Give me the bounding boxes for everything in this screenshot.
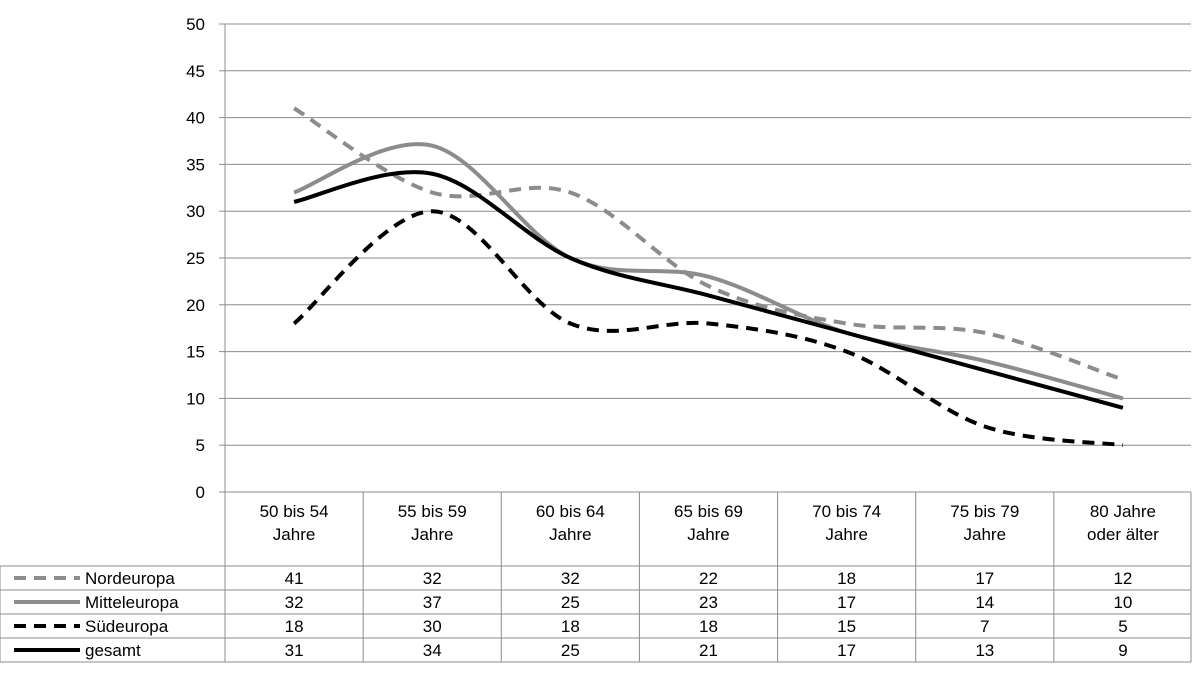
series-lines — [292, 106, 1124, 448]
table-cell-s-deuropa-6: 5 — [1118, 617, 1127, 636]
x-category-label-0-1: Jahre — [273, 525, 316, 544]
x-category-label-6-0: 80 Jahre — [1090, 502, 1156, 521]
table-cell-s-deuropa-2: 18 — [561, 617, 580, 636]
y-tick-label-50: 50 — [186, 15, 205, 34]
series-line-gesamt — [293, 170, 1124, 410]
table-cell-mitteleuropa-0: 32 — [285, 593, 304, 612]
table-cell-nordeuropa-3: 22 — [699, 569, 718, 588]
table-cell-nordeuropa-6: 12 — [1113, 569, 1132, 588]
table-cell-s-deuropa-0: 18 — [285, 617, 304, 636]
x-category-label-1-1: Jahre — [411, 525, 454, 544]
table-cell-mitteleuropa-6: 10 — [1113, 593, 1132, 612]
table-cell-s-deuropa-4: 15 — [837, 617, 856, 636]
y-tick-label-0: 0 — [196, 483, 205, 502]
x-category-label-2-0: 60 bis 64 — [536, 502, 605, 521]
y-tick-label-30: 30 — [186, 202, 205, 221]
legend-label-mitteleuropa: Mitteleuropa — [85, 593, 179, 612]
series-line-mitteleuropa — [293, 142, 1124, 401]
y-tick-label-10: 10 — [186, 389, 205, 408]
table-cell-mitteleuropa-4: 17 — [837, 593, 856, 612]
table-cell-s-deuropa-5: 7 — [980, 617, 989, 636]
y-tick-label-5: 5 — [196, 436, 205, 455]
y-tick-label-35: 35 — [186, 155, 205, 174]
x-category-label-3-0: 65 bis 69 — [674, 502, 743, 521]
table-cell-nordeuropa-4: 18 — [837, 569, 856, 588]
y-tick-label-45: 45 — [186, 62, 205, 81]
table-cell-gesamt-5: 13 — [975, 641, 994, 660]
legend-label-s-deuropa: Südeuropa — [85, 617, 169, 636]
legend-label-nordeuropa: Nordeuropa — [85, 569, 175, 588]
table-cell-nordeuropa-2: 32 — [561, 569, 580, 588]
table-cell-mitteleuropa-1: 37 — [423, 593, 442, 612]
x-category-label-2-1: Jahre — [549, 525, 592, 544]
x-category-label-5-0: 75 bis 79 — [950, 502, 1019, 521]
table-cell-gesamt-3: 21 — [699, 641, 718, 660]
x-category-label-4-1: Jahre — [825, 525, 868, 544]
x-category-label-5-1: Jahre — [964, 525, 1007, 544]
table-cell-s-deuropa-3: 18 — [699, 617, 718, 636]
table-cell-nordeuropa-5: 17 — [975, 569, 994, 588]
x-category-label-0-0: 50 bis 54 — [260, 502, 329, 521]
y-axis-ticks: 0 5 10 15 20 25 30 35 40 45 50 — [186, 15, 225, 502]
x-category-label-3-1: Jahre — [687, 525, 730, 544]
series-line-nordeuropa — [293, 106, 1124, 382]
table-cell-gesamt-4: 17 — [837, 641, 856, 660]
y-tick-label-25: 25 — [186, 249, 205, 268]
y-tick-label-15: 15 — [186, 343, 205, 362]
y-tick-label-20: 20 — [186, 296, 205, 315]
legend-label-gesamt: gesamt — [85, 641, 141, 660]
table-cell-mitteleuropa-5: 14 — [975, 593, 994, 612]
y-tick-label-40: 40 — [186, 109, 205, 128]
series-line-s-deuropa — [292, 209, 1124, 448]
x-category-label-1-0: 55 bis 59 — [398, 502, 467, 521]
table-cell-mitteleuropa-3: 23 — [699, 593, 718, 612]
table-cell-nordeuropa-0: 41 — [285, 569, 304, 588]
data-table: 50 bis 54 Jahre 55 bis 59 Jahre 60 bis 64 Jah… — [0, 492, 1192, 663]
gridlines — [224, 23, 1191, 662]
table-cell-gesamt-2: 25 — [561, 641, 580, 660]
table-cell-gesamt-1: 34 — [423, 641, 442, 660]
x-category-label-4-0: 70 bis 74 — [812, 502, 881, 521]
table-cell-s-deuropa-1: 30 — [423, 617, 442, 636]
table-cell-gesamt-6: 9 — [1118, 641, 1127, 660]
x-category-label-6-1: oder älter — [1087, 525, 1159, 544]
table-cell-gesamt-0: 31 — [285, 641, 304, 660]
table-cell-nordeuropa-1: 32 — [423, 569, 442, 588]
table-cell-mitteleuropa-2: 25 — [561, 593, 580, 612]
